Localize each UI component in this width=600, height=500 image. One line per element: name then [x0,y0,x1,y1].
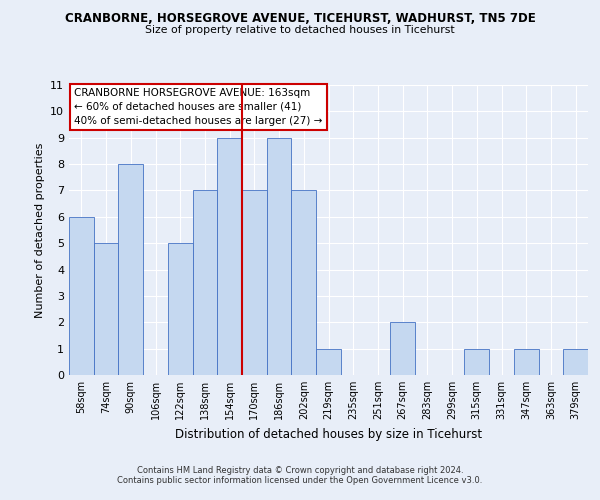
Bar [292,190,316,375]
Bar [563,348,588,375]
Bar [464,348,489,375]
Bar [390,322,415,375]
Text: Contains HM Land Registry data © Crown copyright and database right 2024.: Contains HM Land Registry data © Crown c… [137,466,463,475]
Y-axis label: Number of detached properties: Number of detached properties [35,142,44,318]
X-axis label: Distribution of detached houses by size in Ticehurst: Distribution of detached houses by size … [175,428,482,440]
Bar [168,243,193,375]
Bar [69,217,94,375]
Bar [514,348,539,375]
Text: CRANBORNE, HORSEGROVE AVENUE, TICEHURST, WADHURST, TN5 7DE: CRANBORNE, HORSEGROVE AVENUE, TICEHURST,… [65,12,535,26]
Bar [193,190,217,375]
Text: CRANBORNE HORSEGROVE AVENUE: 163sqm
← 60% of detached houses are smaller (41)
40: CRANBORNE HORSEGROVE AVENUE: 163sqm ← 60… [74,88,323,126]
Bar [94,243,118,375]
Bar [316,348,341,375]
Text: Size of property relative to detached houses in Ticehurst: Size of property relative to detached ho… [145,25,455,35]
Bar [267,138,292,375]
Text: Contains public sector information licensed under the Open Government Licence v3: Contains public sector information licen… [118,476,482,485]
Bar [242,190,267,375]
Bar [118,164,143,375]
Bar [217,138,242,375]
